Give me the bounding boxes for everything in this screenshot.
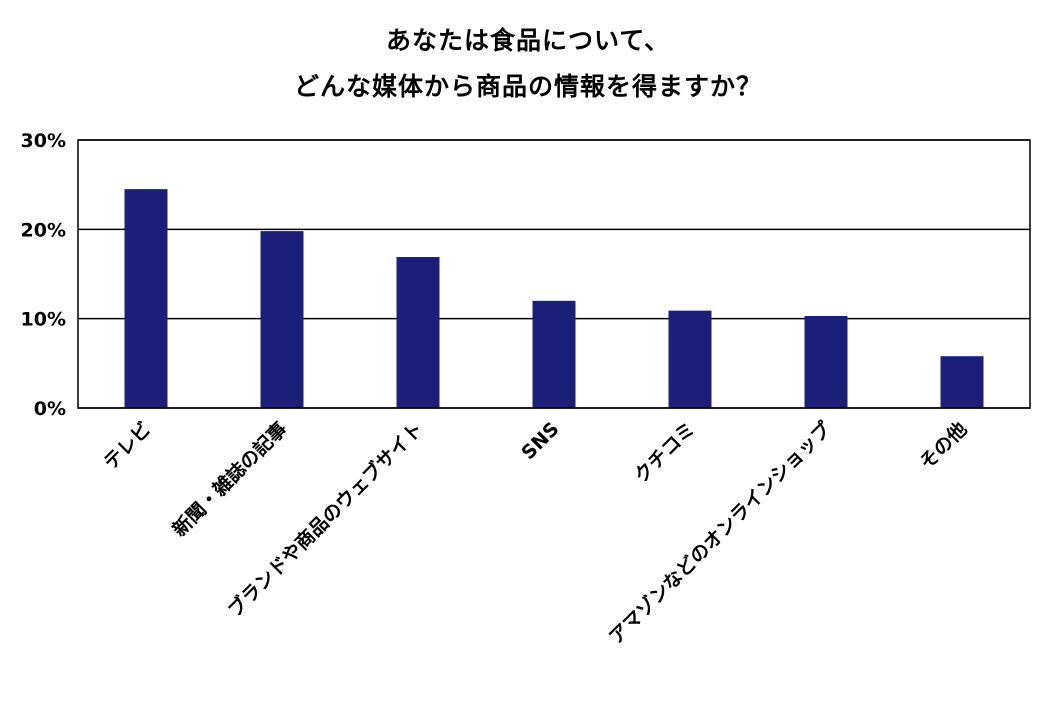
bar <box>940 356 984 408</box>
y-tick-label: 0% <box>34 398 66 420</box>
x-category-label: SNS <box>517 418 563 464</box>
bar <box>396 257 440 408</box>
y-tick-label: 30% <box>21 130 66 152</box>
bar <box>124 189 168 408</box>
plot-frame <box>77 139 1031 409</box>
x-category-label: 新聞・雑誌の記事 <box>168 417 292 541</box>
bar <box>668 310 712 408</box>
bar <box>532 300 576 408</box>
y-tick-label: 20% <box>21 219 66 241</box>
x-category-label: アマゾンなどのオンラインショップ <box>604 417 836 649</box>
chart-title-line-2: どんな媒体から商品の情報を得ますか？ <box>293 72 762 101</box>
bar <box>804 315 848 408</box>
bars-layer <box>124 189 984 408</box>
x-category-label: テレビ <box>100 418 156 474</box>
y-tick-label: 10% <box>21 309 66 331</box>
bar <box>260 231 304 408</box>
x-category-label: その他 <box>915 417 972 474</box>
y-axis-tick-labels: 0% 10% 20% 30% <box>21 130 66 420</box>
chart-title: あなたは食品について、 どんな媒体から商品の情報を得ますか？ <box>0 18 1056 110</box>
x-category-label: クチコミ <box>630 418 699 487</box>
chart-title-line-1: あなたは食品について、 <box>385 26 670 55</box>
